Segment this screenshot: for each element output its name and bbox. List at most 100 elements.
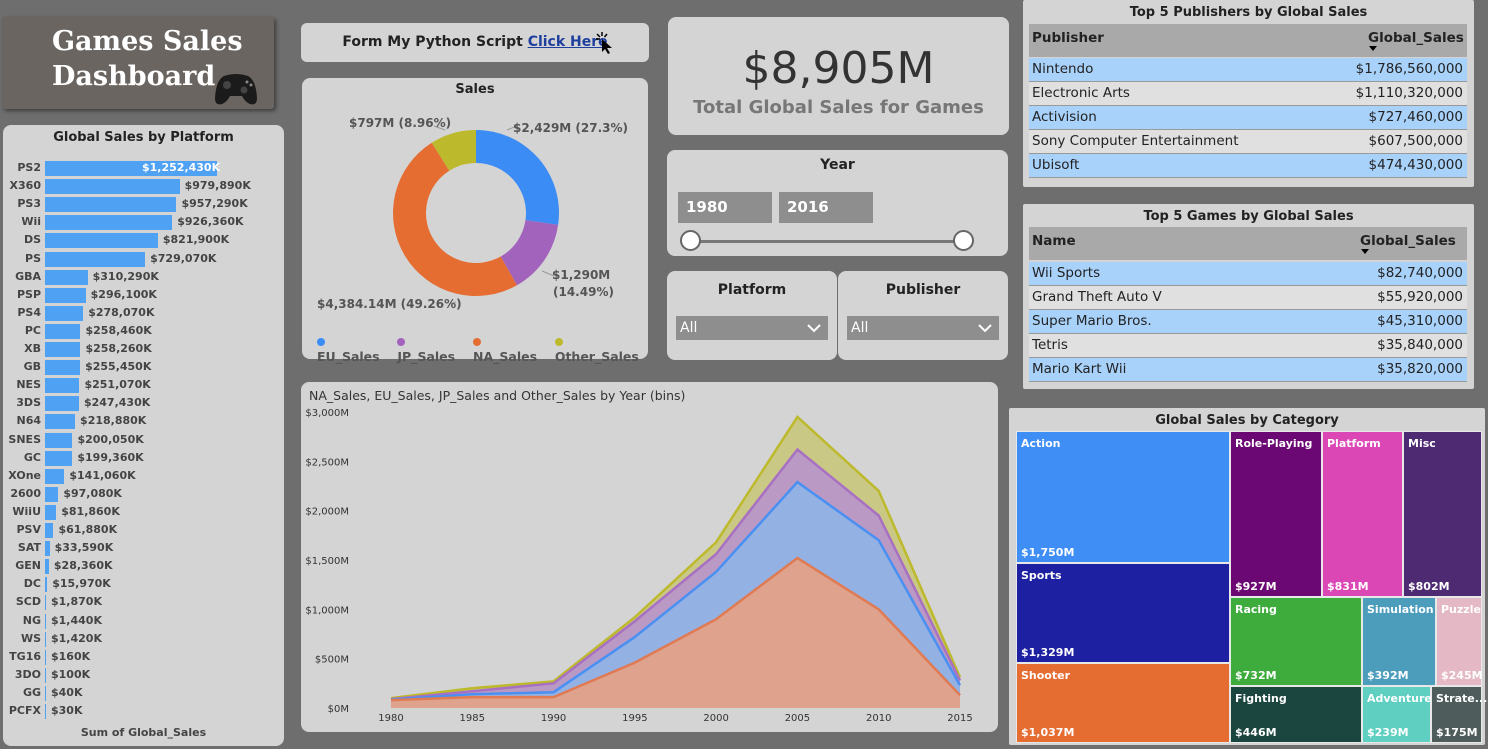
platform-bar-row[interactable]: GBA $310,290K	[3, 269, 284, 288]
platform-bar[interactable]	[45, 595, 46, 611]
treemap-tile[interactable]: Sports $1,329M	[1016, 563, 1230, 663]
platform-bar-row[interactable]: DC $15,970K	[3, 577, 284, 595]
treemap-tile[interactable]: Misc $802M	[1403, 431, 1482, 597]
table-row[interactable]: Electronic Arts $1,110,320,000	[1029, 82, 1467, 106]
platform-bar-row[interactable]: PCFX $30K	[3, 704, 284, 722]
table-row[interactable]: Super Mario Bros. $45,310,000	[1029, 310, 1467, 334]
publisher-dropdown[interactable]: All	[847, 316, 999, 340]
platform-bar[interactable]	[45, 667, 46, 683]
year-slider-track[interactable]	[689, 240, 965, 243]
area-na_sales[interactable]	[391, 558, 960, 708]
platform-bar[interactable]	[45, 342, 81, 357]
platform-bar-row[interactable]: PS $729,070K	[3, 251, 284, 270]
col-name[interactable]: Name	[1032, 233, 1076, 249]
legend-eu[interactable]: EU_Sales	[317, 334, 389, 364]
donut-slice-other_sales[interactable]	[431, 130, 476, 171]
col-global-sales[interactable]: Global_Sales	[1360, 233, 1456, 249]
platform-bar[interactable]	[45, 468, 65, 484]
platform-bar[interactable]	[45, 269, 88, 285]
table-row[interactable]: Activision $727,460,000	[1029, 106, 1467, 130]
legend-jp[interactable]: JP_Sales	[397, 334, 465, 364]
legend-na[interactable]: NA_Sales	[473, 334, 547, 364]
platform-bar-row[interactable]: 3DS $247,430K	[3, 396, 284, 414]
platform-bar-row[interactable]: N64 $218,880K	[3, 414, 284, 432]
donut-slice-eu_sales[interactable]	[476, 130, 559, 225]
platform-bar[interactable]	[45, 577, 48, 593]
platform-bar-row[interactable]: PS2 $1,252,430K	[3, 161, 284, 179]
platform-bar[interactable]	[45, 197, 177, 213]
platform-bar[interactable]	[45, 287, 86, 303]
table-row[interactable]: Grand Theft Auto V $55,920,000	[1029, 286, 1467, 310]
legend-other[interactable]: Other_Sales	[554, 334, 648, 364]
platform-bar[interactable]	[45, 685, 46, 701]
platform-bar[interactable]	[45, 233, 158, 249]
table-row[interactable]: Wii Sports $82,740,000	[1029, 262, 1467, 286]
platform-bar[interactable]	[45, 414, 76, 430]
platform-bar[interactable]	[45, 613, 46, 629]
platform-bar-row[interactable]: PS3 $957,290K	[3, 197, 284, 215]
platform-dropdown[interactable]: All	[676, 316, 828, 340]
platform-bar[interactable]	[45, 486, 59, 502]
platform-bar-row[interactable]: GG $40K	[3, 685, 284, 704]
platform-bar-row[interactable]: TG16 $160K	[3, 649, 284, 668]
platform-bar[interactable]	[45, 450, 73, 466]
platform-bar-row[interactable]: SNES $200,050K	[3, 432, 284, 451]
col-publisher[interactable]: Publisher	[1032, 30, 1104, 46]
year-slider-end-handle[interactable]	[953, 230, 974, 251]
platform-bar-row[interactable]: GB $255,450K	[3, 360, 284, 378]
platform-bar[interactable]	[45, 323, 81, 339]
platform-bar-row[interactable]: DS $821,900K	[3, 233, 284, 251]
platform-bar[interactable]	[45, 396, 79, 412]
platform-bar-row[interactable]: XOne $141,060K	[3, 468, 284, 487]
platform-bar-row[interactable]: Wii $926,360K	[3, 215, 284, 233]
platform-bar-row[interactable]: X360 $979,890K	[3, 179, 284, 197]
platform-bar-row[interactable]: GEN $28,360K	[3, 559, 284, 577]
table-row[interactable]: Mario Kart Wii $35,820,000	[1029, 358, 1467, 382]
treemap-tile[interactable]: Role-Playing $927M	[1230, 431, 1322, 597]
table-row[interactable]: Nintendo $1,786,560,000	[1029, 58, 1467, 82]
treemap-tile[interactable]: Shooter $1,037M	[1016, 663, 1230, 743]
platform-bar[interactable]	[45, 631, 46, 647]
platform-bar-row[interactable]: GC $199,360K	[3, 450, 284, 469]
platform-bar[interactable]	[45, 378, 80, 394]
platform-bar-row[interactable]: NES $251,070K	[3, 378, 284, 396]
platform-bar-row[interactable]: PSV $61,880K	[3, 523, 284, 541]
treemap-tile[interactable]: Puzzle $245M	[1436, 597, 1483, 686]
platform-bar[interactable]	[45, 504, 57, 520]
platform-bar[interactable]	[45, 432, 73, 448]
platform-bar-row[interactable]: PS4 $278,070K	[3, 305, 284, 324]
treemap-tile[interactable]: Strate... $175M	[1431, 686, 1487, 743]
platform-bar[interactable]	[45, 523, 54, 538]
platform-bar[interactable]	[45, 215, 173, 231]
platform-bar-row[interactable]: 3DO $100K	[3, 667, 284, 686]
platform-bar[interactable]	[45, 251, 146, 267]
platform-bar[interactable]	[45, 161, 217, 176]
platform-bar[interactable]	[45, 541, 50, 557]
treemap-tile[interactable]: Action $1,750M	[1016, 431, 1230, 563]
year-end-input[interactable]: 2016	[779, 192, 873, 223]
table-row[interactable]: Ubisoft $474,430,000	[1029, 154, 1467, 178]
platform-bar[interactable]	[45, 179, 180, 195]
treemap-tile[interactable]: Fighting $446M	[1230, 686, 1362, 743]
platform-bar-row[interactable]: WiiU $81,860K	[3, 504, 284, 523]
platform-bar[interactable]	[45, 704, 46, 719]
platform-bar-row[interactable]: PC $258,460K	[3, 323, 284, 342]
col-global-sales[interactable]: Global_Sales	[1368, 30, 1464, 46]
year-slider-start-handle[interactable]	[680, 230, 701, 251]
platform-bar-row[interactable]: PSP $296,100K	[3, 287, 284, 306]
platform-bar-row[interactable]: SAT $33,590K	[3, 541, 284, 559]
treemap-tile[interactable]: Simulation $392M	[1362, 597, 1436, 686]
platform-bar-row[interactable]: SCD $1,870K	[3, 595, 284, 613]
treemap-tile[interactable]: Platform $831M	[1322, 431, 1403, 597]
platform-bar[interactable]	[45, 559, 49, 575]
platform-bar-row[interactable]: XB $258,260K	[3, 342, 284, 360]
treemap-tile[interactable]: Adventure $239M	[1362, 686, 1432, 743]
platform-bar-row[interactable]: WS $1,420K	[3, 631, 284, 650]
python-script-link[interactable]: Click Here	[527, 34, 608, 50]
donut-slice-jp_sales[interactable]	[500, 220, 559, 286]
table-row[interactable]: Sony Computer Entertainment $607,500,000	[1029, 130, 1467, 154]
platform-bar[interactable]	[45, 649, 46, 665]
year-start-input[interactable]: 1980	[678, 192, 772, 223]
treemap-tile[interactable]: Racing $732M	[1230, 597, 1362, 686]
platform-bar[interactable]	[45, 305, 84, 321]
